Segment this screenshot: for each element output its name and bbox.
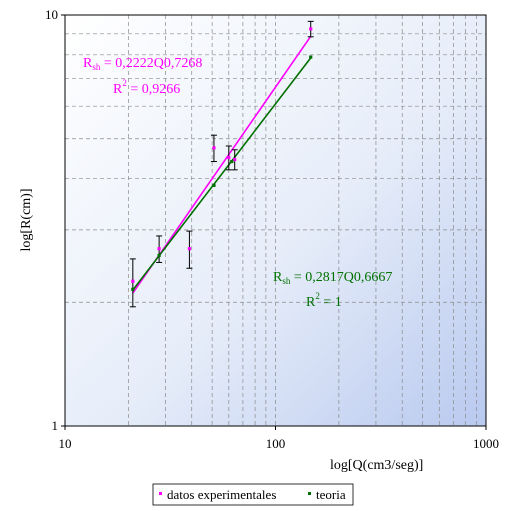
x-tick-label: 1000: [473, 436, 499, 451]
legend-label-teoria: teoria: [316, 487, 346, 502]
data-point-experimental: [233, 157, 237, 162]
teoria-r2: R2 = 1: [306, 291, 342, 310]
x-tick-label: 100: [266, 436, 286, 451]
teoria-equation: Rsh = 0,2817Q0,6667: [273, 270, 392, 286]
data-point-experimental: [157, 247, 161, 251]
data-point-experimental: [187, 247, 192, 251]
y-tick-label: 10: [45, 7, 58, 22]
grid: [65, 15, 486, 426]
data-point-experimental: [212, 146, 216, 150]
legend-marker-teoria: [308, 492, 311, 495]
legend: datos experimentales teoria: [152, 483, 354, 506]
legend-box: [152, 483, 354, 506]
legend-label-experimental: datos experimentales: [167, 487, 276, 502]
experimental-equation: Rsh = 0,2222Q0,7268: [83, 56, 202, 72]
data-point-teoria: [131, 287, 135, 291]
data-point-experimental: [131, 279, 135, 283]
legend-marker-experimental: [159, 492, 162, 495]
data-points: [129, 20, 314, 308]
y-axis-title: log[R(cm)]: [19, 189, 34, 252]
trendlines: [132, 35, 312, 294]
data-point-teoria: [230, 159, 234, 164]
data-point-teoria: [309, 55, 313, 59]
data-point-teoria: [157, 253, 161, 258]
x-tick-label: 10: [59, 436, 72, 451]
experimental-r2: R2 = 0,9266: [113, 78, 180, 97]
x-axis-title: log[Q(cm3/seg)]: [330, 458, 423, 473]
trendline-1: [132, 57, 312, 291]
data-point-experimental: [309, 27, 313, 31]
data-point-experimental: [227, 155, 231, 160]
data-point-teoria: [212, 183, 216, 187]
y-tick-label: 1: [52, 418, 59, 433]
